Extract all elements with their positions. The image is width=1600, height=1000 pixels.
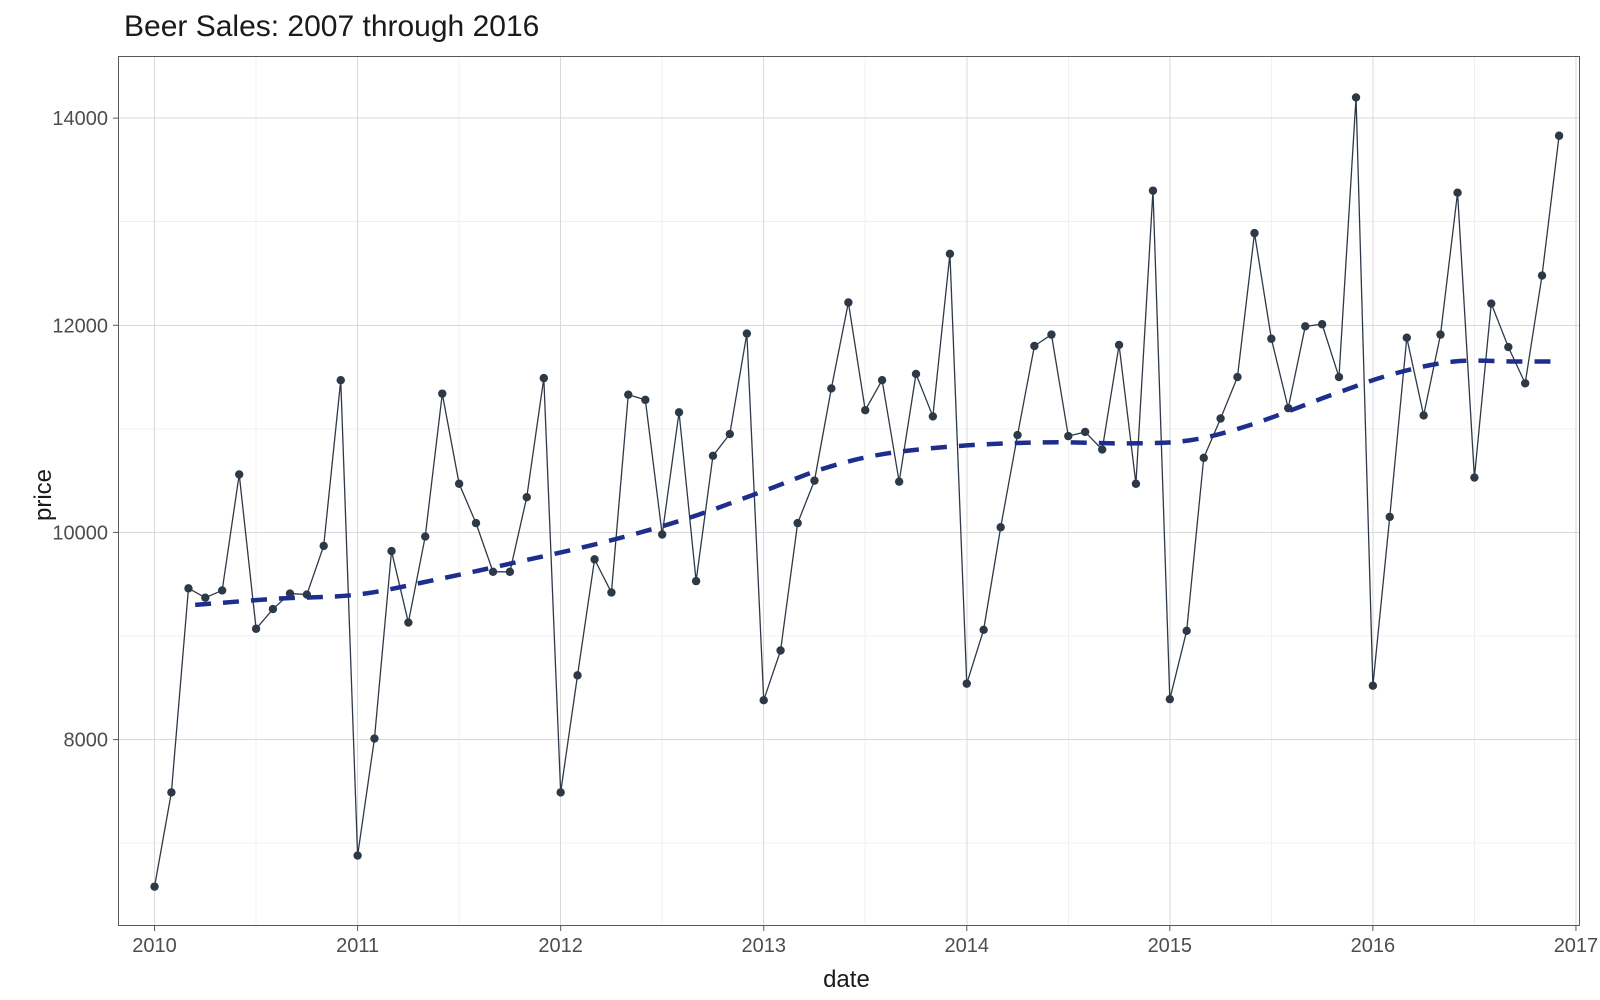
panel-background <box>118 56 1580 926</box>
data-point <box>1386 513 1394 521</box>
data-point <box>1013 431 1021 439</box>
data-point <box>590 555 598 563</box>
data-point <box>827 384 835 392</box>
data-point <box>404 618 412 626</box>
data-point <box>1369 682 1377 690</box>
data-point <box>979 626 987 634</box>
data-point <box>912 370 920 378</box>
data-point <box>1030 342 1038 350</box>
data-point <box>235 470 243 478</box>
data-point <box>1487 299 1495 307</box>
x-tick-label: 2016 <box>1351 935 1396 957</box>
data-point <box>1081 428 1089 436</box>
data-point <box>1216 414 1224 422</box>
data-point <box>844 298 852 306</box>
data-point <box>726 430 734 438</box>
data-point <box>1352 93 1360 101</box>
data-point <box>675 408 683 416</box>
data-point <box>1132 480 1140 488</box>
x-tick-label: 2010 <box>132 935 177 957</box>
data-point <box>1403 334 1411 342</box>
data-point <box>1064 432 1072 440</box>
data-point <box>810 476 818 484</box>
data-point <box>946 250 954 258</box>
data-point <box>1115 341 1123 349</box>
data-point <box>201 593 209 601</box>
data-point <box>1419 411 1427 419</box>
x-tick-label: 2013 <box>741 935 786 957</box>
data-point <box>1250 229 1258 237</box>
x-tick-label: 2014 <box>945 935 990 957</box>
y-tick-label: 8000 <box>64 730 109 752</box>
x-tick-label: 2012 <box>538 935 583 957</box>
chart-svg: 2010 2011 2012 2013 2014 2015 2016 2017 8000 1000… <box>0 0 1600 1000</box>
data-point <box>743 329 751 337</box>
data-point <box>607 588 615 596</box>
data-point <box>455 480 463 488</box>
data-point <box>337 376 345 384</box>
data-point <box>167 788 175 796</box>
data-point <box>573 671 581 679</box>
data-point <box>489 568 497 576</box>
data-point <box>1436 330 1444 338</box>
data-point <box>269 605 277 613</box>
data-point <box>218 586 226 594</box>
data-point <box>150 882 158 890</box>
data-point <box>1538 271 1546 279</box>
data-point <box>556 788 564 796</box>
data-point <box>1267 335 1275 343</box>
data-point <box>1233 373 1241 381</box>
data-point <box>895 477 903 485</box>
data-point <box>421 532 429 540</box>
data-point <box>641 396 649 404</box>
data-point <box>1166 695 1174 703</box>
data-point <box>1504 343 1512 351</box>
data-point <box>523 493 531 501</box>
x-tick-label: 2017 <box>1554 935 1599 957</box>
data-point <box>1149 186 1157 194</box>
y-tick-label: 10000 <box>52 522 108 544</box>
data-point <box>861 406 869 414</box>
data-point <box>1555 132 1563 140</box>
data-point <box>387 547 395 555</box>
data-point <box>252 625 260 633</box>
data-point <box>1098 445 1106 453</box>
data-point <box>878 376 886 384</box>
data-point <box>353 851 361 859</box>
data-point <box>1453 189 1461 197</box>
data-point <box>184 584 192 592</box>
data-point <box>506 568 514 576</box>
data-point <box>472 519 480 527</box>
data-point <box>1200 454 1208 462</box>
data-point <box>692 577 700 585</box>
data-point <box>624 390 632 398</box>
data-point <box>760 696 768 704</box>
data-point <box>776 646 784 654</box>
x-tick-label: 2011 <box>336 935 379 957</box>
data-point <box>996 523 1004 531</box>
y-tick-label: 12000 <box>52 315 108 337</box>
data-point <box>438 389 446 397</box>
data-point <box>963 679 971 687</box>
data-point <box>1318 320 1326 328</box>
data-point <box>709 452 717 460</box>
y-tick-label: 14000 <box>52 108 108 130</box>
data-point <box>1301 322 1309 330</box>
data-point <box>658 530 666 538</box>
x-tick-label: 2015 <box>1148 935 1193 957</box>
data-point <box>1521 379 1529 387</box>
data-point <box>1335 373 1343 381</box>
data-point <box>793 519 801 527</box>
data-point <box>929 412 937 420</box>
data-point <box>320 542 328 550</box>
data-point <box>540 374 548 382</box>
data-point <box>1470 473 1478 481</box>
data-point <box>1182 627 1190 635</box>
chart-container: Beer Sales: 2007 through 2016 price date… <box>0 0 1600 1000</box>
data-point <box>370 734 378 742</box>
data-point <box>1047 330 1055 338</box>
